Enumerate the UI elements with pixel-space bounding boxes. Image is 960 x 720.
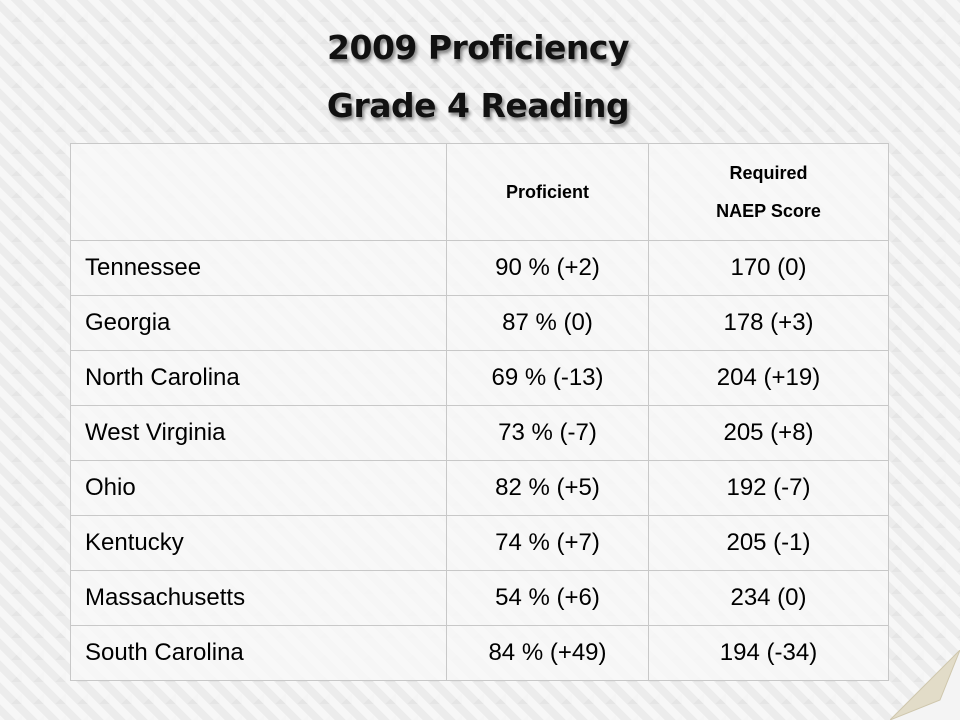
value-cell: 69 % (-13): [446, 350, 649, 406]
value-cell: 234 (0): [648, 570, 889, 626]
header-cell: Proficient: [446, 143, 649, 241]
page-curl: [890, 650, 960, 720]
header-text: Required: [729, 163, 808, 183]
table-row: Tennessee 90 % (+2) 170 (0): [70, 240, 889, 296]
table-row: North Carolina 69 % (-13) 204 (+19): [70, 350, 889, 406]
value-cell: 170 (0): [648, 240, 889, 296]
value-cell: 74 % (+7): [446, 515, 649, 571]
table-row: South Carolina 84 % (+49) 194 (-34): [70, 625, 889, 681]
header-text: Proficient: [505, 182, 589, 202]
value-cell: 82 % (+5): [446, 460, 649, 516]
value-cell: 73 % (-7): [446, 405, 649, 461]
header-cell: Required NAEP Score: [648, 143, 889, 241]
state-cell: South Carolina: [70, 625, 447, 681]
value-cell: 178 (+3): [648, 295, 889, 351]
value-cell: 90 % (+2): [446, 240, 649, 296]
value-cell: 192 (-7): [648, 460, 889, 516]
header-row: Proficient Required NAEP Score: [70, 143, 889, 241]
state-cell: Ohio: [70, 460, 447, 516]
state-cell: West Virginia: [70, 405, 447, 461]
state-cell: North Carolina: [70, 350, 447, 406]
value-cell: 84 % (+49): [446, 625, 649, 681]
title-line: Grade 4 Reading: [326, 86, 630, 125]
table-row: Kentucky 74 % (+7) 205 (-1): [70, 515, 889, 571]
title-line: 2009 Proficiency: [327, 28, 629, 67]
value-cell: 87 % (0): [446, 295, 649, 351]
table: Proficient Required NAEP Score Tennessee 9…: [70, 143, 889, 681]
value-cell: 205 (-1): [648, 515, 889, 571]
table-row: West Virginia 73 % (-7) 205 (+8): [70, 405, 889, 461]
table-row: Massachusetts 54 % (+6) 234 (0): [70, 570, 889, 626]
value-cell: 205 (+8): [648, 405, 889, 461]
state-cell: Massachusetts: [70, 570, 447, 626]
value-cell: 194 (-34): [648, 625, 889, 681]
table-body: Proficient Required NAEP Score Tennessee 9…: [70, 143, 889, 681]
value-cell: 204 (+19): [648, 350, 889, 406]
state-cell: Georgia: [70, 295, 447, 351]
header-text: NAEP Score: [716, 201, 821, 221]
state-cell: Kentucky: [70, 515, 447, 571]
header-cell: [70, 143, 447, 241]
table-row: Georgia 87 % (0) 178 (+3): [70, 295, 889, 351]
value-cell: 54 % (+6): [446, 570, 649, 626]
state-cell: Tennessee: [70, 240, 447, 296]
table-row: Ohio 82 % (+5) 192 (-7): [70, 460, 889, 516]
